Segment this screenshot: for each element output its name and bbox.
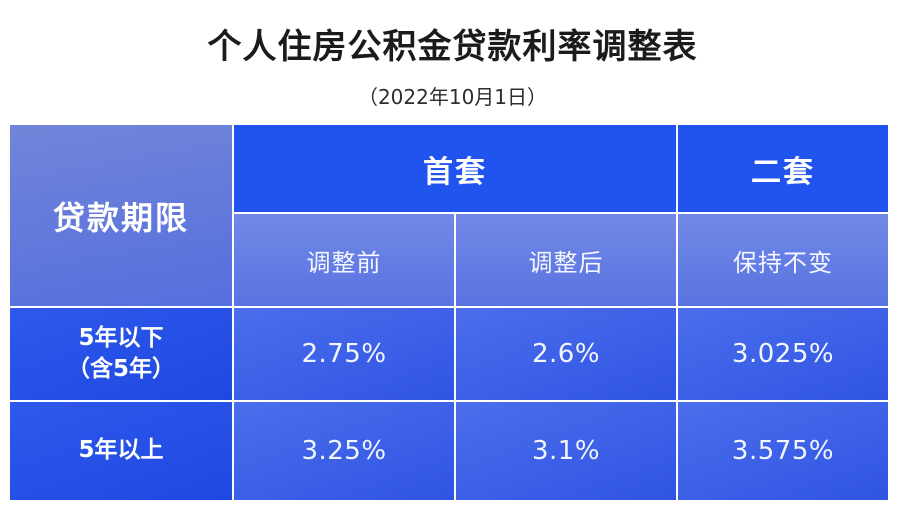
page-subtitle: （2022年10月1日） — [357, 85, 548, 109]
group-header-first-home: 首套 — [234, 125, 676, 212]
sub-header-before-adjustment: 调整前 — [234, 214, 454, 306]
rate-table: 贷款期限 首套 二套 调整前 调整后 保持不变 5年以下 （含5年） 2.75%… — [10, 125, 888, 500]
column-header-loan-term: 贷款期限 — [10, 125, 232, 306]
page-title: 个人住房公积金贷款利率调整表 — [207, 27, 698, 67]
row-label-under-5-years: 5年以下 （含5年） — [10, 308, 232, 400]
rate-cell-under5-before: 2.75% — [234, 308, 454, 400]
rate-cell-over5-after: 3.1% — [456, 402, 676, 500]
rate-cell-under5-after: 2.6% — [456, 308, 676, 400]
row-label-line1: 5年以上 — [78, 437, 164, 464]
row-label-line2: （含5年） — [66, 356, 175, 382]
rate-cell-under5-second-home: 3.025% — [678, 308, 888, 400]
group-header-second-home: 二套 — [678, 125, 888, 212]
row-label-line1: 5年以下 — [78, 324, 164, 351]
sub-header-after-adjustment: 调整后 — [456, 214, 676, 306]
rate-cell-over5-before: 3.25% — [234, 402, 454, 500]
sub-header-unchanged: 保持不变 — [678, 214, 888, 306]
row-label-over-5-years: 5年以上 — [10, 402, 232, 500]
rate-cell-over5-second-home: 3.575% — [678, 402, 888, 500]
